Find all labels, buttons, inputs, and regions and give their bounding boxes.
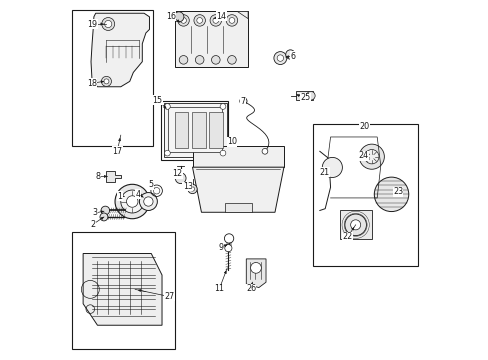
Circle shape (164, 150, 170, 156)
Bar (339, 211, 371, 239)
Circle shape (350, 220, 360, 230)
Circle shape (220, 104, 225, 109)
Circle shape (322, 157, 342, 177)
Circle shape (101, 206, 109, 215)
Text: 23: 23 (392, 187, 402, 196)
Circle shape (239, 98, 246, 105)
Text: 10: 10 (226, 137, 237, 146)
Circle shape (344, 214, 366, 235)
Text: 15: 15 (152, 96, 163, 105)
Circle shape (364, 149, 378, 164)
Circle shape (175, 173, 185, 184)
Text: 4: 4 (135, 190, 140, 199)
Circle shape (115, 184, 149, 219)
Text: 12: 12 (172, 170, 182, 179)
Circle shape (101, 76, 111, 86)
Text: 20: 20 (359, 122, 369, 131)
Circle shape (196, 18, 202, 23)
Bar (296, 91, 312, 100)
Bar (161, 101, 228, 160)
Circle shape (126, 196, 138, 207)
Circle shape (210, 15, 221, 26)
Circle shape (194, 15, 205, 26)
Circle shape (180, 18, 186, 23)
Circle shape (228, 18, 234, 23)
Bar (72, 10, 153, 146)
Text: 1: 1 (117, 192, 122, 201)
Circle shape (187, 184, 197, 194)
Text: 22: 22 (342, 232, 352, 241)
Polygon shape (246, 259, 265, 288)
Circle shape (190, 187, 194, 191)
Text: 25: 25 (300, 93, 310, 102)
Text: 11: 11 (214, 284, 224, 293)
Text: 6: 6 (290, 52, 295, 61)
Polygon shape (192, 167, 284, 212)
Circle shape (250, 262, 261, 273)
Text: 16: 16 (165, 12, 176, 21)
Text: 14: 14 (216, 12, 226, 21)
Circle shape (211, 55, 220, 64)
Bar (163, 103, 226, 157)
Circle shape (220, 150, 225, 156)
Bar (72, 232, 174, 348)
Circle shape (121, 190, 143, 213)
Text: 2: 2 (90, 220, 95, 229)
Text: 5: 5 (148, 180, 153, 189)
Text: 13: 13 (183, 182, 192, 191)
Text: 9: 9 (218, 243, 224, 252)
Text: 17: 17 (112, 147, 122, 156)
Text: 27: 27 (164, 292, 174, 301)
Circle shape (104, 79, 109, 84)
Text: 8: 8 (96, 172, 101, 181)
Polygon shape (83, 253, 162, 325)
Text: 7: 7 (240, 96, 245, 105)
Circle shape (104, 21, 112, 28)
Circle shape (277, 55, 283, 61)
Bar (174, 112, 188, 148)
Circle shape (174, 12, 183, 22)
Circle shape (306, 91, 314, 100)
Bar (209, 112, 223, 148)
Circle shape (195, 55, 203, 64)
Bar (224, 203, 251, 212)
Text: 21: 21 (318, 168, 328, 177)
Circle shape (143, 197, 153, 206)
Bar (174, 12, 247, 67)
Bar (312, 125, 418, 266)
Text: 18: 18 (87, 79, 97, 88)
Circle shape (139, 193, 157, 211)
Circle shape (100, 213, 108, 221)
Circle shape (285, 50, 294, 59)
Polygon shape (237, 12, 247, 19)
Circle shape (227, 55, 236, 64)
Polygon shape (106, 171, 121, 182)
Circle shape (178, 15, 189, 26)
Circle shape (224, 244, 231, 252)
Text: 19: 19 (87, 19, 97, 28)
Circle shape (164, 104, 170, 109)
Circle shape (102, 18, 115, 31)
Circle shape (273, 51, 286, 64)
Circle shape (179, 55, 187, 64)
Text: 26: 26 (245, 284, 256, 293)
Circle shape (226, 15, 237, 26)
Polygon shape (91, 13, 149, 87)
Circle shape (212, 18, 218, 23)
Text: 24: 24 (358, 151, 368, 160)
Bar (192, 146, 284, 167)
Circle shape (359, 144, 384, 169)
Circle shape (262, 148, 267, 154)
Bar (168, 107, 222, 152)
Bar (191, 112, 205, 148)
Circle shape (373, 177, 408, 212)
Text: 3: 3 (92, 208, 97, 217)
